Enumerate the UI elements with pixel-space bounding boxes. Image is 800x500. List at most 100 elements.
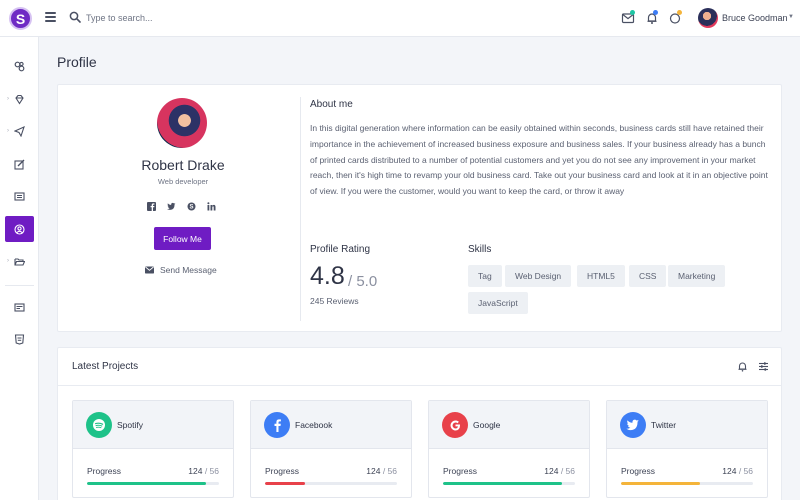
progress-count: 124 / 56 [366, 466, 397, 476]
profile-avatar [157, 98, 207, 148]
user-circle-icon[interactable] [5, 216, 34, 242]
progress-count: 124 / 56 [722, 466, 753, 476]
user-avatar[interactable] [698, 8, 718, 28]
google-icon [442, 412, 468, 438]
progress-label: Progress [621, 466, 656, 476]
rating-max: / 5.0 [348, 273, 378, 290]
profile-role: Web developer [157, 177, 209, 186]
sidebar-divider [5, 285, 34, 286]
progress-bar [87, 482, 219, 485]
status-circle-icon[interactable] [668, 11, 682, 25]
folder-open-icon[interactable] [5, 248, 34, 274]
menu-toggle-icon[interactable] [45, 12, 56, 24]
projects-card: Latest Projects Spotify Progress 124 / 5… [57, 347, 782, 500]
sidebar: › › › › [0, 37, 39, 500]
dashboard-icon[interactable] [5, 53, 34, 79]
app-logo[interactable]: S [9, 7, 32, 30]
progress-fill [87, 482, 206, 485]
chevron-down-icon[interactable]: ▼ [788, 14, 794, 20]
project-header: Google [429, 401, 589, 449]
project-card-google[interactable]: Google Progress 124 / 56 [428, 400, 590, 498]
project-name: Google [473, 420, 501, 430]
about-title: About me [310, 99, 353, 110]
rating-title: Profile Rating [310, 244, 371, 255]
social-links: S [147, 202, 216, 211]
skill-tag[interactable]: HTML5 [577, 265, 625, 287]
paper-plane-icon[interactable] [5, 118, 34, 144]
about-text: In this digital generation where informa… [310, 123, 768, 197]
progress-done: 124 [544, 466, 559, 476]
rating-reviews: 245 Reviews [310, 296, 359, 306]
rating-value: 4.8 [310, 262, 345, 290]
send-message-link[interactable]: Send Message [145, 265, 217, 275]
mail-notification-dot [630, 10, 635, 15]
project-card-facebook[interactable]: Facebook Progress 124 / 56 [250, 400, 412, 498]
user-name[interactable]: Bruce Goodman [722, 13, 788, 23]
mail-icon[interactable] [621, 11, 635, 25]
svg-text:S: S [189, 205, 193, 211]
progress-bar [621, 482, 753, 485]
progress-label: Progress [443, 466, 478, 476]
progress-fill [443, 482, 562, 485]
logo-letter: S [15, 10, 26, 27]
progress-label: Progress [87, 466, 122, 476]
vertical-divider [300, 97, 301, 321]
project-name: Spotify [117, 420, 143, 430]
project-header: Twitter [607, 401, 767, 449]
linkedin-icon[interactable] [207, 202, 216, 211]
diamond-icon[interactable] [5, 86, 34, 112]
search-icon [69, 11, 81, 23]
twitter-icon[interactable] [167, 202, 176, 211]
progress-bar [443, 482, 575, 485]
card-icon[interactable] [5, 294, 34, 320]
send-message-label: Send Message [160, 265, 217, 275]
projects-title: Latest Projects [72, 361, 139, 372]
edit-icon[interactable] [5, 151, 34, 177]
twitter-icon [620, 412, 646, 438]
follow-button[interactable]: Follow Me [154, 227, 211, 250]
sliders-icon[interactable] [758, 361, 769, 372]
facebook-icon[interactable] [147, 202, 156, 211]
progress-total: / 56 [738, 466, 753, 476]
progress-total: / 56 [560, 466, 575, 476]
skill-tag[interactable]: Marketing [668, 265, 726, 287]
skill-tag[interactable]: JavaScript [468, 292, 528, 314]
progress-label: Progress [265, 466, 300, 476]
progress-done: 124 [722, 466, 737, 476]
page-title: Profile [57, 54, 97, 70]
progress-total: / 56 [382, 466, 397, 476]
skill-tag[interactable]: Web Design [505, 265, 572, 287]
project-card-spotify[interactable]: Spotify Progress 124 / 56 [72, 400, 234, 498]
progress-fill [265, 482, 305, 485]
table-icon[interactable] [5, 183, 34, 209]
spotify-icon [86, 412, 112, 438]
progress-done: 124 [366, 466, 381, 476]
project-name: Facebook [295, 420, 333, 430]
project-header: Facebook [251, 401, 411, 449]
project-header: Spotify [73, 401, 233, 449]
facebook-icon [264, 412, 290, 438]
skill-tag[interactable]: Tag [468, 265, 502, 287]
html5-icon[interactable] [5, 326, 34, 352]
progress-fill [621, 482, 701, 485]
projects-divider [58, 385, 781, 386]
skype-icon[interactable]: S [187, 202, 196, 211]
chevron-right-icon: › [7, 258, 9, 264]
search-input[interactable] [86, 10, 286, 26]
progress-bar [265, 482, 397, 485]
skill-tag[interactable]: CSS [629, 265, 667, 287]
envelope-icon [145, 266, 154, 274]
progress-total: / 56 [204, 466, 219, 476]
skills-title: Skills [468, 244, 492, 255]
bell-icon[interactable] [737, 361, 748, 372]
status-notification-dot [677, 10, 682, 15]
progress-count: 124 / 56 [544, 466, 575, 476]
top-bar: S Bruce Goodman ▼ [0, 0, 800, 37]
bell-icon[interactable] [645, 11, 659, 25]
progress-count: 124 / 56 [188, 466, 219, 476]
chevron-right-icon: › [7, 128, 9, 134]
bell-notification-dot [653, 10, 658, 15]
chevron-right-icon: › [7, 96, 9, 102]
project-card-twitter[interactable]: Twitter Progress 124 / 56 [606, 400, 768, 498]
profile-name: Robert Drake [141, 157, 225, 173]
